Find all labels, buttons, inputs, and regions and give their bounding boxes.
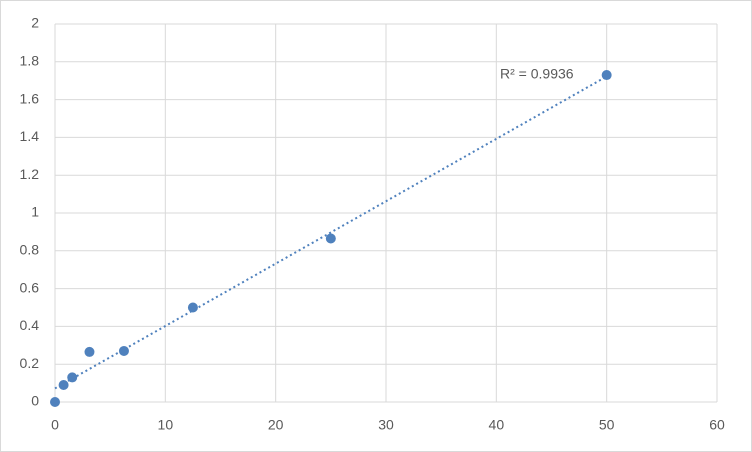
y-tick-label: 0 — [31, 393, 39, 409]
x-tick-label: 40 — [489, 417, 505, 433]
y-tick-label: 1.8 — [20, 53, 40, 69]
point — [325, 233, 336, 244]
y-tick-label: 0.8 — [20, 242, 40, 258]
y-tick-label: 1.6 — [20, 90, 40, 106]
y-tick-label: 2 — [31, 15, 39, 31]
y-tick-label: 1 — [31, 204, 39, 220]
y-tick-label: 0.2 — [20, 355, 40, 371]
trendline-annotation: R² = 0.9936 — [500, 66, 574, 82]
point — [118, 345, 129, 356]
point — [50, 397, 60, 407]
x-tick-label: 60 — [709, 417, 725, 433]
trendline — [54, 75, 608, 390]
y-tick-label: 1.4 — [20, 128, 40, 144]
point — [601, 70, 612, 81]
x-tick-label: 10 — [158, 417, 174, 433]
x-tick-label: 30 — [378, 417, 394, 433]
point — [84, 346, 95, 357]
x-tick-label: 50 — [599, 417, 615, 433]
y-tick-label: 1.2 — [20, 166, 40, 182]
y-tick-label: 0.4 — [20, 317, 40, 333]
point — [58, 379, 69, 390]
y-tick-label: 0.6 — [20, 279, 40, 295]
x-tick-label: 20 — [268, 417, 284, 433]
point — [67, 372, 78, 383]
x-tick-label: 0 — [51, 417, 59, 433]
point — [187, 302, 198, 313]
